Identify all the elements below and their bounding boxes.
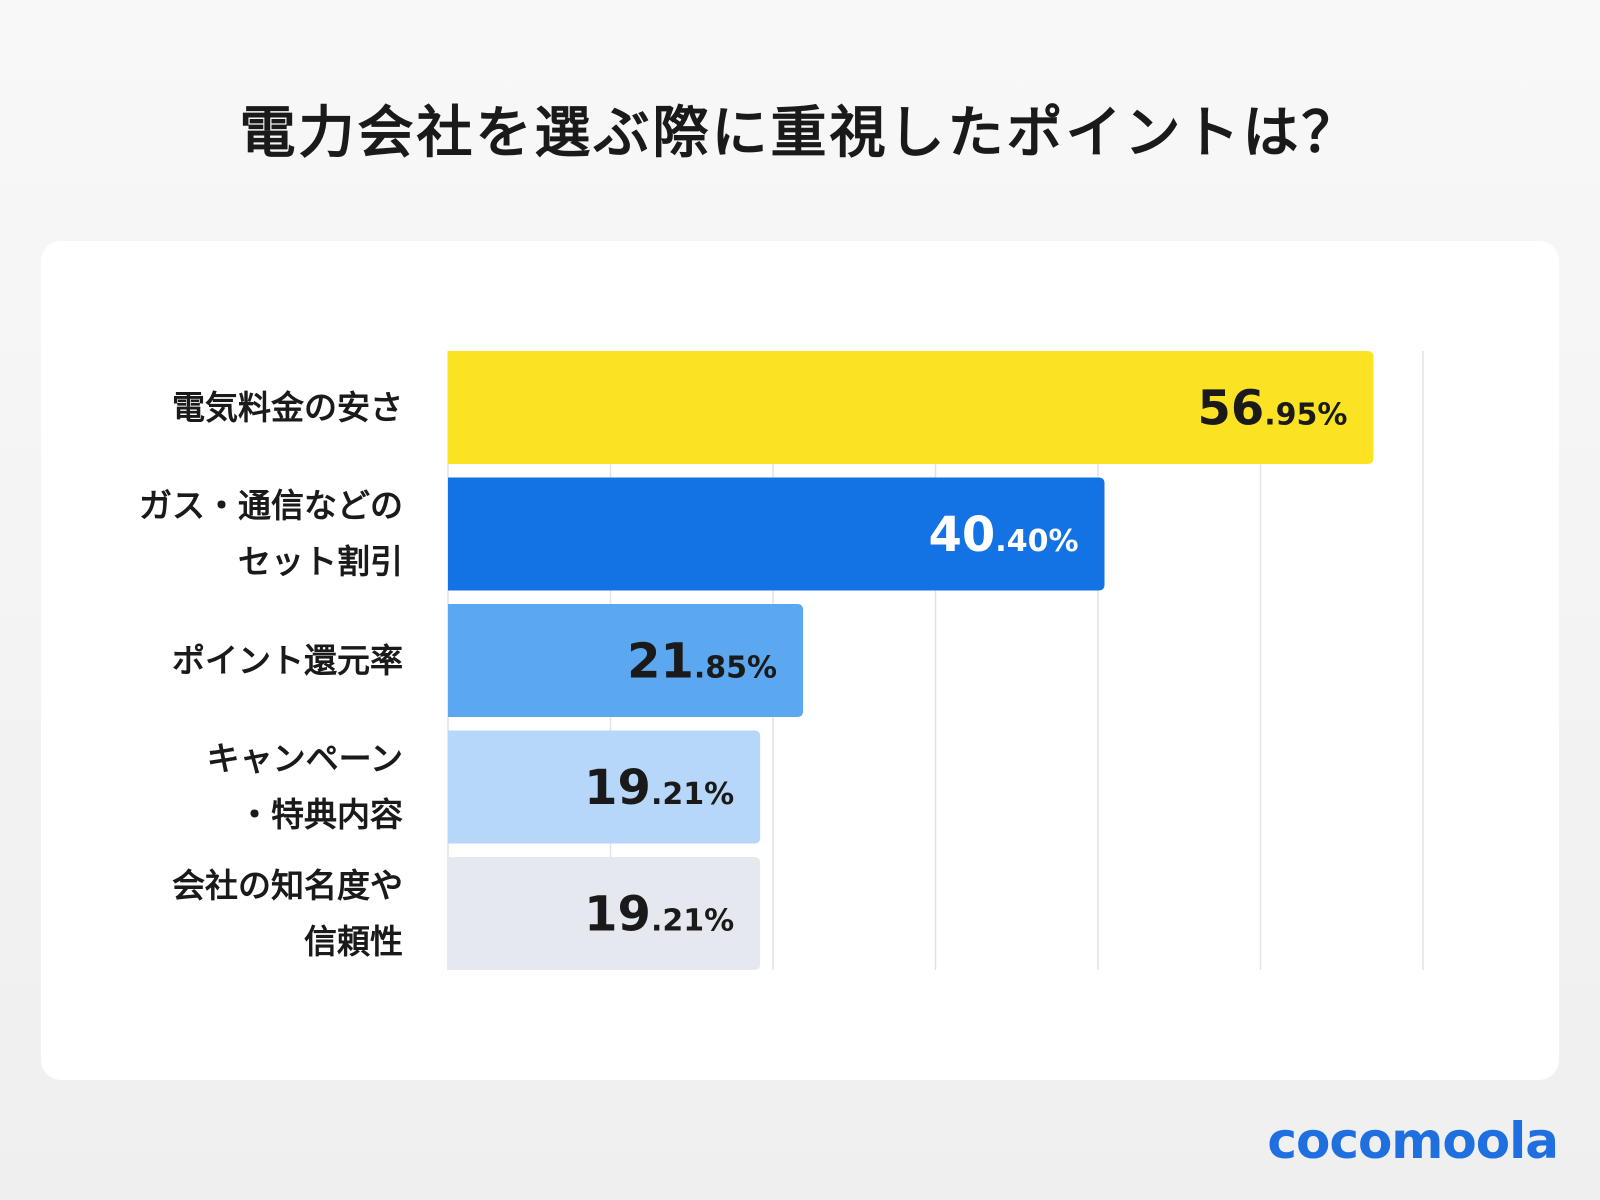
bar (448, 604, 804, 717)
value-label: 56.95% (1197, 381, 1347, 437)
category-label: 会社の知名度や 信頼性 (172, 865, 403, 961)
brand-logo: cocomoola (1267, 1112, 1559, 1170)
category-label: ポイント還元率 (172, 640, 403, 680)
chart-title: 電力会社を選ぶ際に重視したポイントは？ (239, 101, 1361, 166)
category-label: キャンペーン ・特典内容 (206, 739, 403, 834)
value-label: 19.21% (584, 887, 734, 943)
value-label: 21.85% (627, 634, 777, 690)
value-label: 40.40% (929, 507, 1079, 563)
bar (448, 857, 761, 970)
category-label: ガス・通信などの セット割引 (139, 486, 403, 581)
bar (448, 351, 1374, 464)
bar (448, 477, 1105, 591)
value-label: 19.21% (584, 760, 734, 816)
bar (448, 730, 761, 844)
category-label: 電気料金の安さ (172, 387, 403, 427)
